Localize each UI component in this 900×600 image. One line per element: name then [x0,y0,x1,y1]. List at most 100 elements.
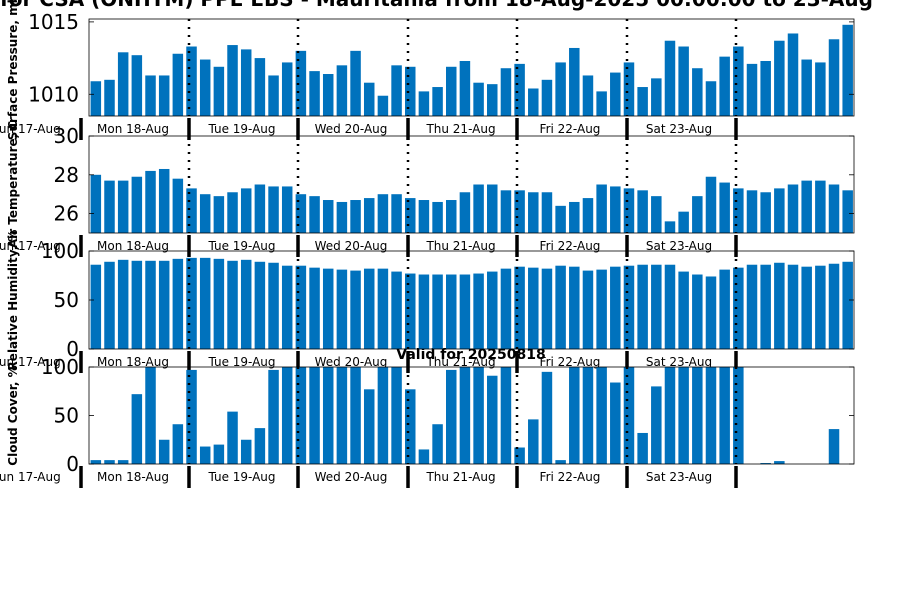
temperature-bar [391,194,402,233]
pressure-bar [514,63,525,116]
humidity-bar [172,258,184,349]
cloud-bar [692,367,703,464]
cloud-ylabel: Cloud Cover, % [6,365,20,465]
pressure-frame [88,18,855,117]
pressure-bar [760,60,771,116]
cloud-bar [295,367,307,464]
cloud-bar [90,460,102,464]
temperature-bar [623,188,635,233]
humidity-bar [268,262,279,349]
temperature-xtick-label: Sun 17-Aug [0,239,61,253]
temperature-bar [199,194,211,233]
cloud-bar [363,389,375,464]
temperature-bar [281,186,293,233]
humidity-bar [117,259,129,349]
humidity-bar [514,266,525,349]
pressure-bar [787,33,799,117]
temperature-bar [487,184,498,233]
temperature-bar [90,174,102,233]
cloud-bar [432,424,443,464]
cloud-bar [281,367,293,464]
temperature-bar [446,200,457,233]
humidity-bar [637,264,648,349]
temperature-bar [117,180,129,233]
pressure-bar [705,81,717,116]
temperature-bar [664,221,676,233]
pressure-bar [692,68,703,116]
humidity-bar [569,266,580,349]
cloud-bar [104,460,115,464]
pressure-bar [295,50,307,116]
humidity-bar [746,264,758,349]
temperature-bar [145,170,156,233]
temperature-bar [158,168,170,233]
humidity-bar [322,268,334,349]
pressure-bar [459,60,471,116]
pressure-ytick-label: 1015 [28,10,79,34]
humidity-bar [623,265,635,349]
temperature-ylabel: Air Temperature, C [6,121,20,249]
temperature-bar [500,190,512,233]
humidity-bar [610,266,621,349]
cloud-bar [623,367,635,464]
temperature-bar [651,196,662,233]
temperature-xtick-label: Tue 19-Aug [207,239,275,253]
humidity-xtick-label: Thu 21-Aug [425,355,495,369]
pressure-bar [651,78,662,116]
temperature-bar [746,190,758,233]
cloud-bar [760,463,771,464]
cloud-bar [637,432,648,464]
humidity-bar [213,258,225,349]
pressure-bar [117,52,129,116]
temperature-bar [541,192,553,233]
cloud-bar [774,461,785,464]
humidity-bar [774,262,785,349]
humidity-bar [186,257,197,349]
pressure-bar [500,68,512,116]
humidity-bar [596,269,607,349]
cloud-bar [664,367,676,464]
humidity-bar [815,265,826,349]
temperature-bar [405,198,416,233]
temperature-bar [240,188,252,233]
pressure-bar [828,39,840,116]
cloud-bar [541,371,553,464]
cloud-bar [569,367,580,464]
cloud-bar [500,367,512,464]
pressure-bar [473,82,484,116]
temperature-bar [104,180,115,233]
panel-temperature: 26 28 30 Air Temperature, CSun 17-Aug Mon 18… [0,121,855,257]
cloud-bar [651,386,662,464]
pressure-bar [610,72,621,116]
temperature-bar [733,188,744,233]
humidity-bar [555,265,566,349]
cloud-bar [227,411,238,464]
cloud-xtick-label: Wed 20-Aug [315,470,388,484]
temperature-bar [528,192,539,233]
humidity-xtick-label: Wed 20-Aug [315,355,388,369]
humidity-xtick-label: Sat 23-Aug [646,355,712,369]
humidity-xtick-label: Tue 19-Aug [207,355,275,369]
temperature-frame [88,135,855,234]
temperature-bar [432,201,443,233]
pressure-bar [623,62,635,116]
cloud-bar [596,367,607,464]
temperature-bar [350,200,361,233]
humidity-bar [664,264,676,349]
humidity-bar [446,274,457,349]
humidity-bar [432,274,443,349]
cloud-bar [186,369,197,464]
humidity-bar [158,260,170,349]
temperature-bar [787,184,799,233]
humidity-ylabel: Relative Humidity, % [6,230,20,371]
pressure-bar [158,75,170,116]
temperature-xtick-label: Fri 22-Aug [540,239,601,253]
cloud-bar [350,367,361,464]
pressure-bar [377,95,389,116]
pressure-ytick-label: 1010 [28,82,79,106]
temperature-bar [295,194,307,233]
cloud-ytick-label: 50 [54,404,79,428]
temperature-bar [172,178,184,233]
temperature-xtick-label: Thu 21-Aug [425,239,495,253]
temperature-bar [760,192,771,233]
